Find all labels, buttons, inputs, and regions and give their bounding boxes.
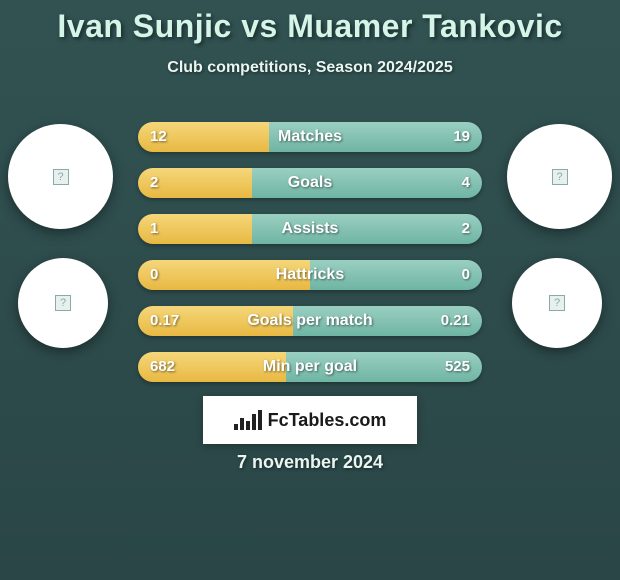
player-avatar-right-top: ? xyxy=(507,124,612,229)
player-avatar-left-bottom: ? xyxy=(18,258,108,348)
stat-row: 0.17 0.21 Goals per match xyxy=(138,306,482,336)
stat-row: 12 19 Matches xyxy=(138,122,482,152)
stat-label: Goals xyxy=(138,168,482,198)
stat-label: Assists xyxy=(138,214,482,244)
branding-badge: FcTables.com xyxy=(203,396,417,444)
comparison-title: Ivan Sunjic vs Muamer Tankovic xyxy=(0,0,620,45)
stat-row: 2 4 Goals xyxy=(138,168,482,198)
stat-label: Min per goal xyxy=(138,352,482,382)
image-placeholder-icon: ? xyxy=(549,295,565,311)
stat-row: 0 0 Hattricks xyxy=(138,260,482,290)
player-avatar-right-bottom: ? xyxy=(512,258,602,348)
image-placeholder-icon: ? xyxy=(53,169,69,185)
branding-logo-icon xyxy=(234,410,262,430)
stat-label: Goals per match xyxy=(138,306,482,336)
player-avatar-left-top: ? xyxy=(8,124,113,229)
image-placeholder-icon: ? xyxy=(552,169,568,185)
branding-text: FcTables.com xyxy=(268,410,387,431)
stat-label: Hattricks xyxy=(138,260,482,290)
comparison-date: 7 november 2024 xyxy=(0,452,620,473)
image-placeholder-icon: ? xyxy=(55,295,71,311)
stat-row: 1 2 Assists xyxy=(138,214,482,244)
comparison-subtitle: Club competitions, Season 2024/2025 xyxy=(0,59,620,77)
stat-row: 682 525 Min per goal xyxy=(138,352,482,382)
stat-label: Matches xyxy=(138,122,482,152)
stats-container: 12 19 Matches 2 4 Goals 1 2 Assists 0 0 … xyxy=(138,122,482,398)
